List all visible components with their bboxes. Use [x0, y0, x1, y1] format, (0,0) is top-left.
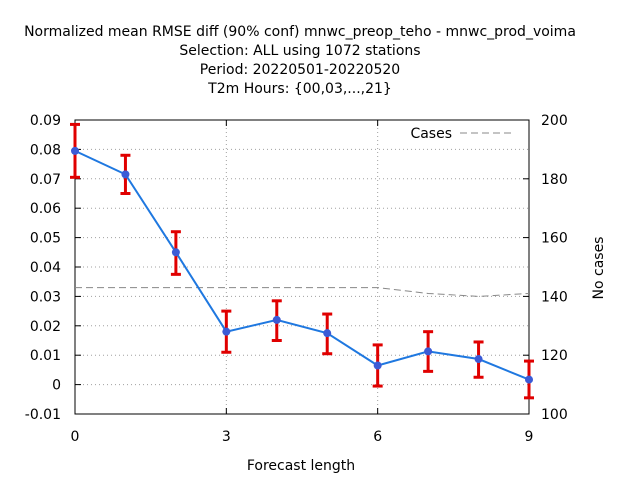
x-tick-label: 9	[525, 429, 534, 445]
data-point	[323, 329, 332, 338]
data-point	[121, 170, 130, 179]
data-point	[222, 327, 231, 336]
title-line-1: Normalized mean RMSE diff (90% conf) mnw…	[24, 24, 576, 40]
rmse-diff-line	[74, 149, 530, 381]
y-tick-label: 0.03	[30, 289, 61, 305]
y2-tick-label: 120	[541, 348, 568, 364]
y2-tick-label: 100	[541, 407, 568, 423]
data-point	[373, 361, 382, 370]
data-point	[474, 355, 483, 364]
y-tick-label: 0.02	[30, 319, 61, 335]
x-tick-label: 3	[222, 429, 231, 445]
title-line-3: Period: 20220501-20220520	[200, 62, 400, 78]
y-tick-label: 0	[52, 378, 61, 394]
x-tick-label: 0	[71, 429, 80, 445]
y2-tick-label: 140	[541, 289, 568, 305]
y2-tick-label: 160	[541, 231, 568, 247]
y-tick-label: 0.05	[30, 231, 61, 247]
data-point	[171, 248, 180, 257]
data-point	[272, 315, 281, 324]
y-tick-label: 0.09	[30, 113, 61, 129]
data-point	[525, 375, 533, 384]
cases-line	[75, 287, 530, 297]
y-tick-label: 0.07	[30, 172, 61, 188]
y-tick-label: 0.06	[30, 201, 61, 217]
series	[70, 122, 534, 400]
title-line-4: T2m Hours: {00,03,...,21}	[207, 81, 392, 97]
y-tick-label: 0.04	[30, 260, 61, 276]
y-tick-label: 0.01	[30, 348, 61, 364]
y2-tick-label: 200	[541, 113, 568, 129]
chart-title: Normalized mean RMSE diff (90% conf) mnw…	[24, 24, 576, 97]
ticks: -0.01 0 0.01 0.02 0.03 0.04 0.05 0.06 0.07 0.08 0.…	[25, 113, 568, 445]
y-tick-label: 0.08	[30, 142, 61, 158]
legend: Cases	[410, 126, 513, 142]
title-line-2: Selection: ALL using 1072 stations	[179, 43, 420, 59]
data-point	[424, 347, 433, 356]
data-point	[71, 146, 79, 155]
y-tick-label: -0.01	[25, 407, 61, 423]
legend-label-cases: Cases	[410, 126, 452, 142]
y2-axis-title: No cases	[591, 237, 607, 300]
y2-tick-label: 180	[541, 172, 568, 188]
x-axis-title: Forecast length	[247, 458, 355, 474]
x-tick-label: 6	[373, 429, 382, 445]
grid	[75, 120, 529, 414]
